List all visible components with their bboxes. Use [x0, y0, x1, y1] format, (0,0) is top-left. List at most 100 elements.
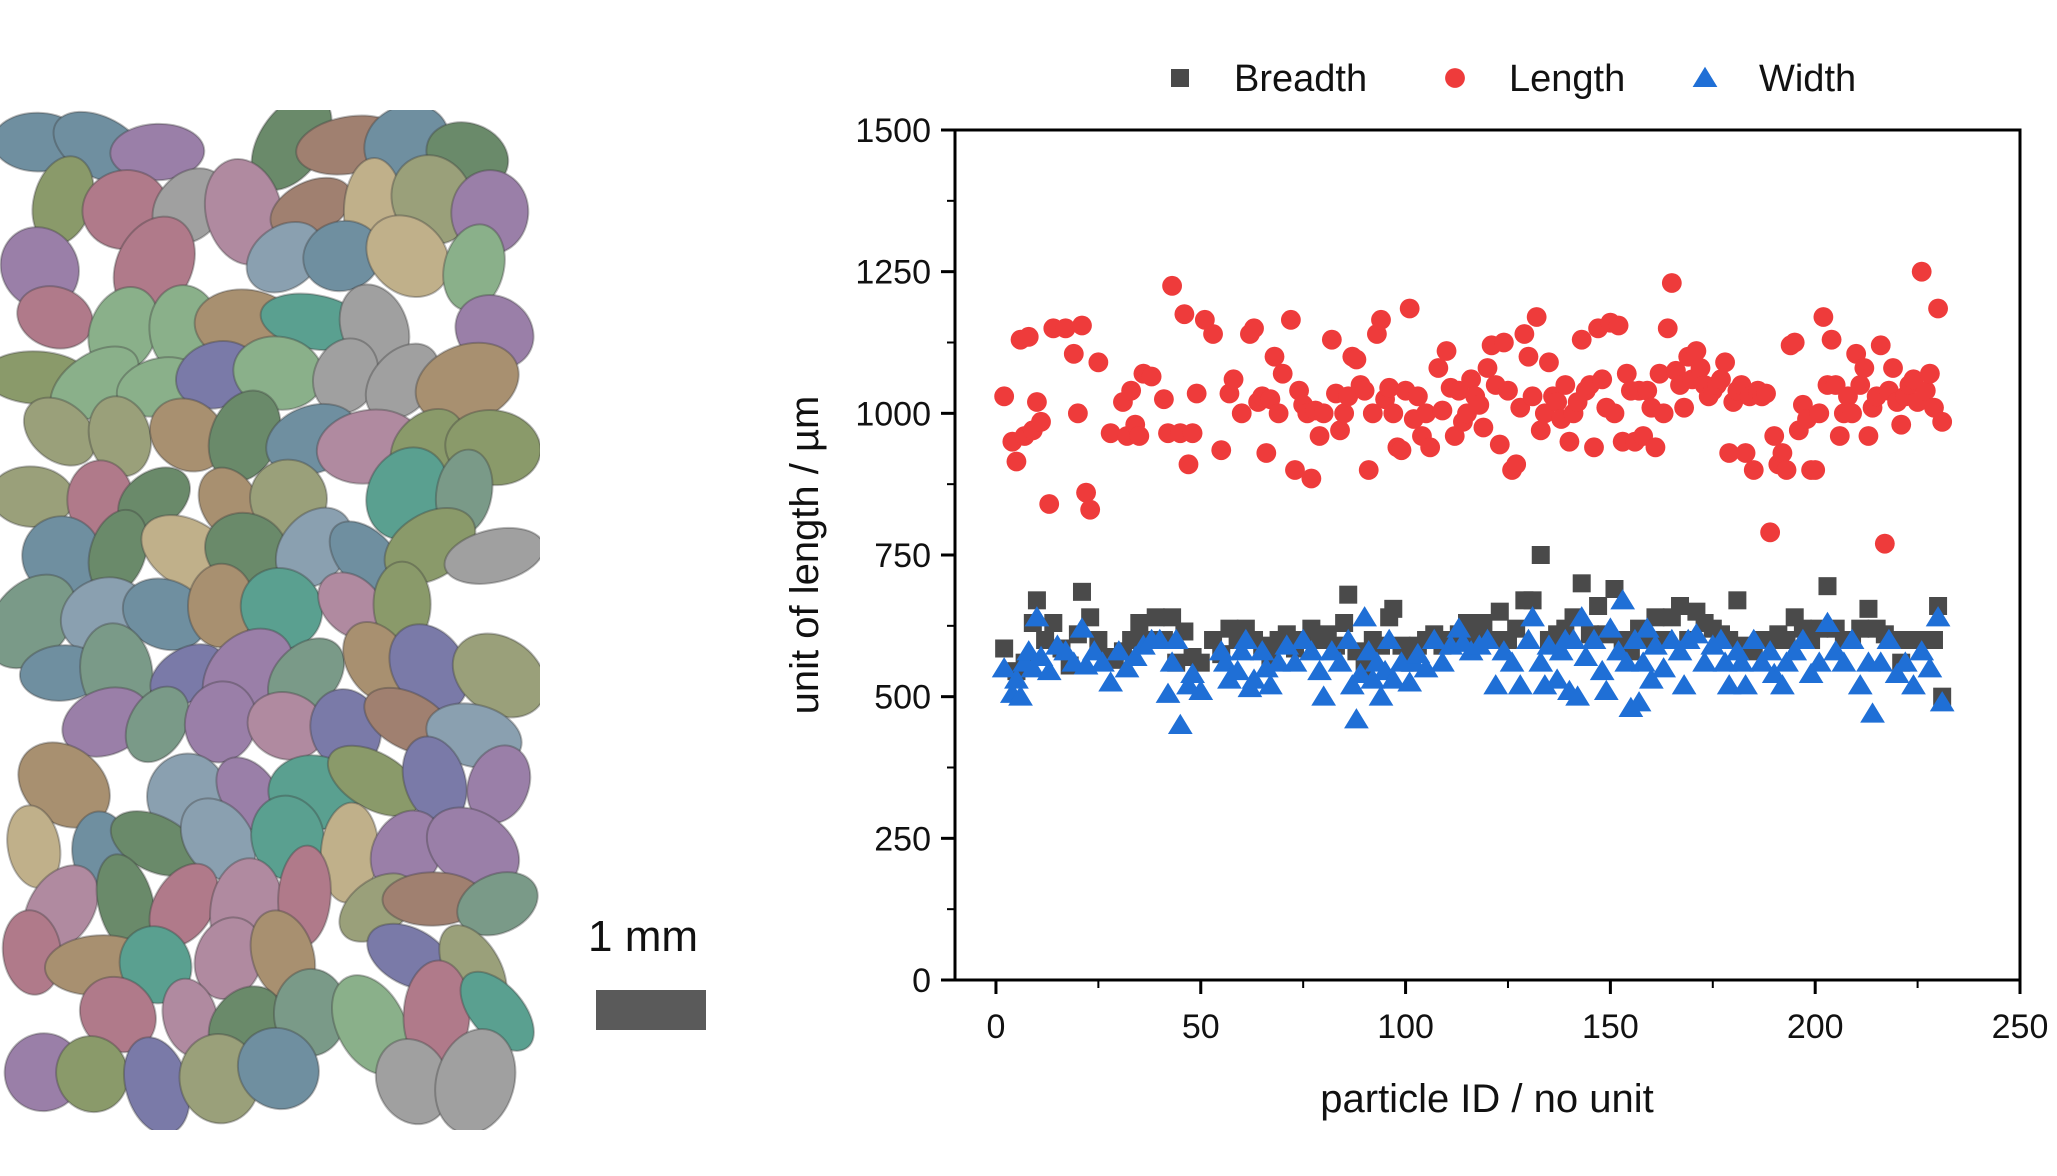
length-point [1039, 494, 1060, 514]
width-point [1016, 640, 1042, 661]
width-point [1733, 674, 1758, 695]
width-point [1159, 651, 1185, 672]
breadth-point [1277, 625, 1296, 644]
length-point [1518, 346, 1539, 367]
length-point [1473, 417, 1494, 438]
length-point [1186, 383, 1207, 404]
width-point [1884, 662, 1910, 683]
particle [236, 1026, 320, 1111]
width-point [1114, 657, 1140, 678]
length-point [1428, 358, 1449, 378]
breadth-point [1646, 608, 1665, 627]
width-point [1249, 640, 1275, 661]
length-point [1760, 522, 1781, 543]
y-axis-label: unit of length / µm [783, 396, 827, 715]
legend-marker-width [1692, 66, 1718, 87]
legend-label-breadth: Breadth [1234, 58, 1367, 100]
width-point [1847, 674, 1873, 695]
length-point [1592, 369, 1613, 390]
length-point [1776, 460, 1797, 480]
length-point [1272, 363, 1293, 384]
length-point [1571, 329, 1592, 350]
width-point [1839, 628, 1865, 649]
width-point [1327, 651, 1353, 672]
length-point [1809, 403, 1830, 424]
y-tick-label: 0 [912, 962, 931, 1000]
length-point [1076, 482, 1096, 503]
length-point [1919, 363, 1940, 384]
length-point [1231, 403, 1252, 424]
width-point [1090, 651, 1115, 672]
width-point [1229, 640, 1255, 661]
y-tick-label: 250 [874, 820, 931, 858]
length-point [1461, 369, 1482, 390]
particle [124, 685, 191, 764]
width-point [1806, 651, 1832, 672]
length-point [1735, 443, 1756, 463]
breadth-point [1924, 631, 1943, 649]
length-point [1358, 460, 1379, 480]
breadth-point [1339, 585, 1358, 604]
length-point [1182, 423, 1203, 444]
scale-bar-label: 1 mm [588, 912, 698, 961]
particle [456, 871, 539, 937]
width-point [1716, 674, 1742, 695]
x-tick-label: 250 [1992, 1008, 2049, 1046]
length-point [1891, 414, 1912, 435]
legend-label-length: Length [1509, 58, 1625, 100]
width-point [1671, 674, 1697, 695]
breadth-point [1589, 597, 1608, 615]
y-tick-label: 750 [874, 537, 931, 575]
length-point [1178, 454, 1199, 475]
chart-legend: Breadth Length Width [1171, 58, 1856, 100]
length-point [1362, 403, 1383, 424]
length-point [1489, 434, 1510, 455]
width-point [1507, 674, 1533, 695]
breadth-point [1191, 653, 1210, 672]
length-point [1493, 332, 1514, 353]
length-point [1383, 403, 1404, 424]
width-point [1782, 640, 1808, 661]
width-point [1344, 708, 1369, 729]
width-point [1352, 606, 1377, 627]
data-points [991, 261, 1955, 734]
breadth-point [1027, 591, 1046, 610]
length-point [1027, 392, 1047, 412]
length-point [1522, 386, 1543, 407]
width-point [1528, 651, 1554, 672]
breadth-point [1081, 608, 1100, 627]
width-point [1798, 662, 1824, 683]
length-point [1784, 332, 1805, 353]
length-point [1842, 403, 1862, 424]
width-point [1311, 685, 1337, 706]
length-point [1088, 352, 1109, 373]
width-point [1692, 651, 1717, 672]
x-tick-label: 200 [1787, 1008, 1844, 1046]
y-tick-label: 1250 [855, 254, 931, 292]
width-point [1520, 606, 1545, 627]
width-point [1917, 657, 1943, 678]
width-point [1155, 682, 1181, 703]
length-point [1854, 358, 1875, 378]
particle [22, 396, 97, 467]
length-point [1653, 403, 1674, 424]
width-point [1876, 628, 1902, 649]
length-point [1805, 460, 1826, 480]
length-point [1928, 298, 1948, 319]
width-point [1098, 671, 1124, 692]
x-tick-label: 150 [1582, 1008, 1639, 1046]
width-point [1225, 659, 1251, 681]
width-point [1335, 628, 1361, 649]
width-point [1712, 651, 1738, 672]
length-point [1420, 437, 1441, 458]
plot-frame [953, 128, 2022, 982]
length-point [1264, 346, 1285, 367]
breadth-point [1474, 614, 1493, 632]
width-point [1757, 640, 1783, 661]
breadth-point [1572, 574, 1591, 593]
breadth-point [1818, 577, 1837, 596]
length-point [1321, 329, 1342, 350]
width-point [1536, 634, 1562, 655]
width-point [1348, 662, 1373, 683]
width-point [1749, 651, 1775, 672]
